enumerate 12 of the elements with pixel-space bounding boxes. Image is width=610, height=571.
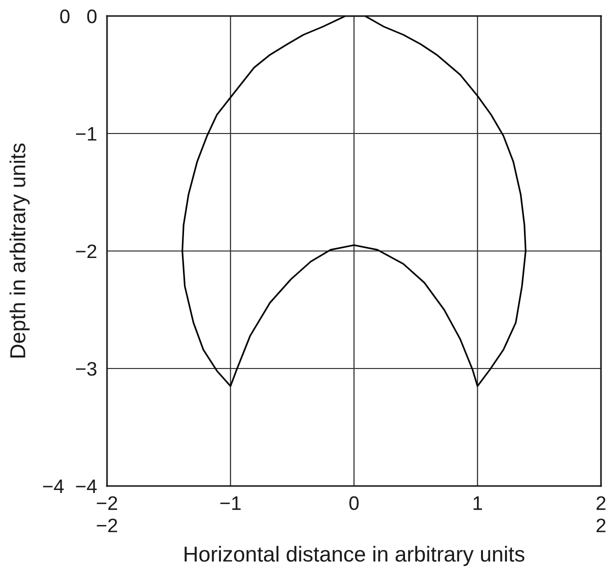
x-axis-title: Horizontal distance in arbitrary units: [184, 546, 524, 566]
y-axis-title: Depth in arbitrary units: [10, 143, 30, 358]
y-tick-label: −4 −4: [43, 480, 97, 494]
y-tick-label: −3: [76, 362, 96, 376]
x-tick-label: −1: [220, 496, 241, 510]
x-tick-label: 2 2: [596, 496, 606, 532]
y-tick-label: 0 0: [60, 9, 97, 24]
x-tick-label: −2 −2: [96, 496, 118, 532]
y-tick-label: −1: [76, 127, 96, 141]
x-tick-label: 1: [474, 496, 482, 510]
y-tick-label: −2: [76, 244, 96, 258]
x-tick-label: 0: [349, 496, 359, 510]
